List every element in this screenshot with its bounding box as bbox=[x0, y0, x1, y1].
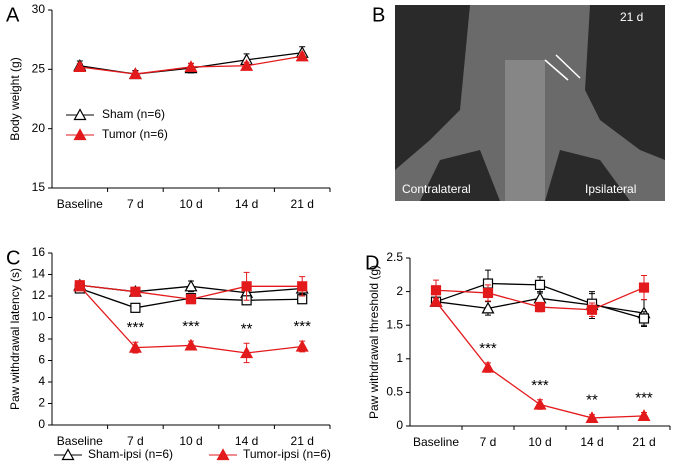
data-point bbox=[637, 409, 651, 422]
legend-label: Tumor (n=6) bbox=[102, 127, 168, 141]
y-tick-label: 15 bbox=[32, 180, 46, 194]
y-tick-label: 6 bbox=[38, 353, 45, 367]
x-tick-label: Baseline bbox=[57, 197, 103, 211]
panel-label: D bbox=[365, 252, 379, 274]
x-tick-label: 10 d bbox=[179, 197, 202, 211]
data-point bbox=[586, 304, 598, 315]
data-point bbox=[184, 60, 198, 73]
y-tick-label: 0.5 bbox=[386, 385, 403, 399]
significance-label: *** bbox=[182, 318, 200, 335]
data-point bbox=[184, 338, 198, 351]
x-tick-label: 14 d bbox=[235, 197, 258, 211]
significance-label: *** bbox=[127, 319, 145, 336]
time-label: 21 d bbox=[620, 10, 643, 24]
data-point bbox=[130, 302, 141, 313]
y-tick-label: 0 bbox=[38, 417, 45, 431]
y-tick-label: 4 bbox=[38, 374, 45, 388]
data-point bbox=[128, 67, 142, 80]
y-tick-label: 30 bbox=[32, 2, 46, 16]
panel-label: B bbox=[372, 4, 385, 26]
x-tick-label: 7 d bbox=[127, 434, 144, 448]
data-point bbox=[73, 60, 87, 73]
significance-label: *** bbox=[293, 318, 311, 335]
data-point bbox=[128, 340, 142, 353]
legend-label: Sham (n=6) bbox=[102, 107, 165, 121]
y-tick-label: 14 bbox=[32, 267, 46, 281]
side-label: Contralateral bbox=[402, 182, 471, 196]
x-tick-label: 21 d bbox=[632, 435, 655, 449]
legend-marker bbox=[61, 448, 75, 461]
y-tick-label: 20 bbox=[32, 121, 46, 135]
data-point bbox=[295, 49, 309, 62]
data-point bbox=[240, 59, 254, 71]
panel-label: A bbox=[6, 4, 20, 26]
data-point bbox=[533, 291, 547, 304]
legend-label: Sham-ipsi (n=6) bbox=[88, 447, 173, 461]
side-label: Ipsilateral bbox=[585, 182, 636, 196]
x-tick-label: 10 d bbox=[179, 434, 202, 448]
data-point bbox=[638, 313, 650, 324]
x-tick-label: Baseline bbox=[57, 434, 103, 448]
panel-label: C bbox=[6, 247, 20, 269]
data-point bbox=[585, 411, 599, 424]
y-axis-label: Body weight (g) bbox=[8, 57, 22, 140]
y-tick-label: 1 bbox=[396, 351, 403, 365]
y-tick-label: 1.5 bbox=[386, 317, 403, 331]
y-tick-label: 8 bbox=[38, 331, 45, 345]
data-point bbox=[481, 301, 495, 314]
data-point bbox=[185, 294, 197, 305]
y-axis-label: Paw withdrawal latency (s) bbox=[8, 268, 22, 410]
legend-marker bbox=[216, 448, 230, 461]
x-tick-label: 21 d bbox=[291, 434, 314, 448]
y-tick-label: 25 bbox=[32, 62, 46, 76]
x-tick-label: 14 d bbox=[235, 434, 258, 448]
significance-label: *** bbox=[479, 340, 497, 357]
legend-marker bbox=[73, 128, 87, 141]
data-point bbox=[74, 280, 85, 291]
data-point bbox=[534, 279, 546, 290]
y-tick-label: 2.5 bbox=[386, 250, 403, 264]
y-axis-label: Paw withdrawal threshold (g) bbox=[367, 265, 381, 419]
x-tick-label: Baseline bbox=[413, 435, 459, 449]
data-point bbox=[295, 339, 309, 352]
y-tick-label: 10 bbox=[32, 310, 46, 324]
x-tick-label: 7 d bbox=[480, 435, 497, 449]
data-point bbox=[534, 301, 546, 313]
data-point bbox=[482, 287, 494, 299]
data-point bbox=[430, 285, 442, 296]
significance-label: ** bbox=[586, 392, 598, 409]
xray-panel: B 21 d Contralateral Ipsilateral bbox=[372, 4, 665, 201]
x-tick-label: 21 d bbox=[291, 197, 314, 211]
y-tick-label: 0 bbox=[396, 418, 403, 432]
significance-label: *** bbox=[635, 390, 653, 407]
y-tick-label: 12 bbox=[32, 288, 46, 302]
data-point bbox=[429, 294, 443, 307]
y-tick-label: 2 bbox=[396, 284, 403, 298]
y-tick-label: 16 bbox=[32, 245, 46, 259]
significance-label: ** bbox=[241, 320, 253, 337]
data-point bbox=[297, 281, 308, 292]
legend-marker bbox=[73, 108, 87, 121]
y-tick-label: 2 bbox=[38, 396, 45, 410]
data-point bbox=[533, 397, 547, 410]
data-point bbox=[638, 282, 650, 293]
data-point bbox=[240, 346, 254, 359]
x-tick-label: 14 d bbox=[580, 435, 603, 449]
data-point bbox=[481, 360, 495, 373]
significance-label: *** bbox=[531, 377, 549, 394]
data-point bbox=[184, 279, 198, 292]
legend-label: Tumor-ipsi (n=6) bbox=[243, 447, 331, 461]
x-tick-label: 10 d bbox=[528, 435, 551, 449]
data-point bbox=[241, 281, 252, 292]
x-tick-label: 7 d bbox=[127, 197, 144, 211]
data-point bbox=[130, 286, 141, 297]
